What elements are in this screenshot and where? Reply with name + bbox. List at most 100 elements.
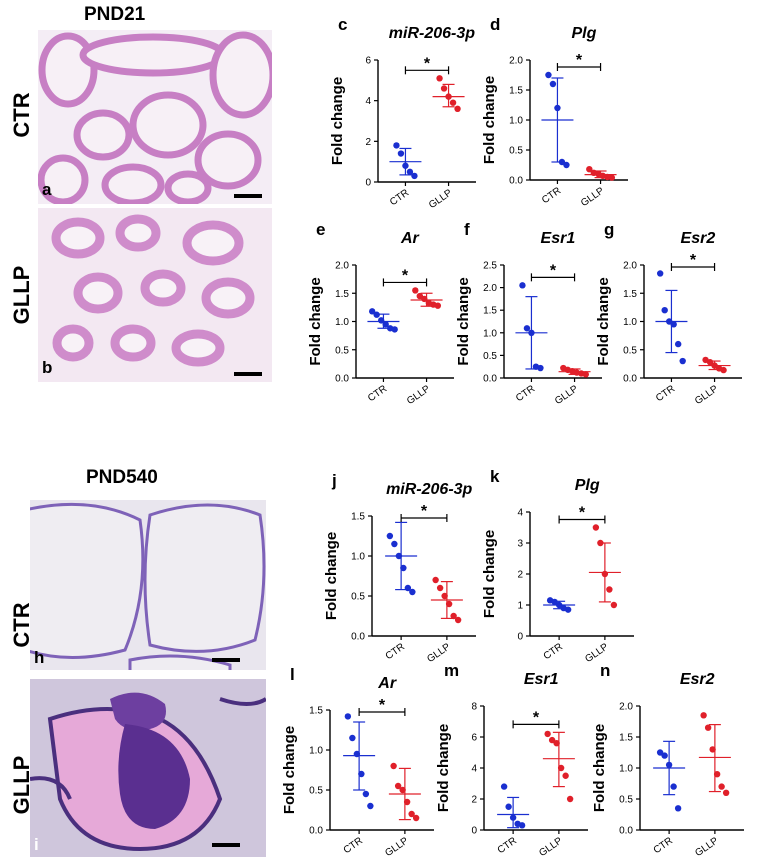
chart-d-xtick-label-0: CTR <box>540 185 563 206</box>
chart-c-point-0-1 <box>397 150 405 157</box>
chart-c-xtick-label-0: CTR <box>388 187 411 208</box>
chart-d-point-0-1 <box>549 80 557 88</box>
chart-j-point-1-4 <box>450 612 457 620</box>
chart-g-ytick-label-4: 2.0 <box>623 261 637 272</box>
chart-n-ytick-label-1: 0.5 <box>619 795 633 806</box>
section-title-pnd21: PND21 <box>84 4 146 25</box>
chart-c-ytick-label-3: 6 <box>365 56 371 67</box>
chart-g-point-1-1 <box>706 358 714 366</box>
chart-c-point-0-4 <box>411 172 418 180</box>
chart-n-title: Esr2 <box>680 671 715 688</box>
chart-g-point-0-3 <box>670 321 677 328</box>
chart-j-point-1-5 <box>454 616 462 624</box>
chart-j-point-1-2 <box>441 592 448 600</box>
chart-n-point-0-1 <box>661 752 668 759</box>
chart-f-point-0-1 <box>523 325 531 332</box>
chart-m-ytick-label-4: 8 <box>471 702 477 713</box>
chart-c-xtick-label-1: GLLP <box>427 187 455 211</box>
chart-e-point-0-3 <box>382 321 389 328</box>
histology-ctr-pnd21-drawing <box>38 31 272 204</box>
chart-l-point-0-3 <box>358 770 365 778</box>
chart-j-sig-star: * <box>421 503 428 520</box>
section-title-pnd540: PND540 <box>86 467 158 488</box>
chart-e-point-0-5 <box>391 326 398 333</box>
chart-n-point-1-3 <box>713 771 721 778</box>
chart-c-ytick-label-0: 0 <box>365 178 371 189</box>
chart-c-title: miR-206-3p <box>389 25 475 42</box>
chart-l-ytick-label-0: 0.0 <box>309 826 323 837</box>
chart-c-point-1-3 <box>449 99 457 106</box>
chart-g-ylabel: Fold change <box>595 277 612 365</box>
chart-d-title: Plg <box>571 25 596 42</box>
chart-l-point-1-3 <box>403 798 411 806</box>
chart-e-point-0-2 <box>377 317 385 324</box>
chart-c-sig-star: * <box>424 55 431 72</box>
chart-l-ytick-label-3: 1.5 <box>309 706 323 717</box>
chart-c-point-1-2 <box>445 93 452 100</box>
chart-d-ytick-label-2: 1.0 <box>509 116 523 127</box>
chart-n-xtick-label-0: CTR <box>652 835 675 856</box>
chart-n-point-1-1 <box>704 724 712 731</box>
chart-n-ytick-label-0: 0.0 <box>619 826 633 837</box>
chart-d-ylabel: Fold change <box>481 76 498 164</box>
chart-l-sig-star: * <box>379 697 386 714</box>
chart-f-ylabel: Fold change <box>455 277 472 365</box>
chart-j-xtick-label-0: CTR <box>384 641 407 662</box>
chart-k-ytick-label-4: 4 <box>517 508 523 519</box>
chart-m-letter: m <box>444 661 459 680</box>
chart-j-point-0-0 <box>386 532 394 540</box>
panel-letter-h: h <box>34 648 45 667</box>
chart-k-ylabel: Fold change <box>481 530 498 618</box>
chart-j-ytick-label-1: 0.5 <box>351 592 365 603</box>
chart-e-xtick-label-1: GLLP <box>405 383 433 407</box>
chart-m-point-0-0 <box>500 783 508 790</box>
histology-ctr-pnd540-drawing <box>30 502 266 670</box>
chart-m-ytick-label-3: 6 <box>471 733 477 744</box>
chart-f-sig-star: * <box>550 262 557 279</box>
chart-k-point-1-4 <box>610 601 618 609</box>
chart-l-ylabel: Fold change <box>281 726 298 814</box>
chart-d-point-0-3 <box>558 158 566 166</box>
chart-f-letter: f <box>464 220 470 239</box>
chart-n-point-0-2 <box>665 761 673 769</box>
chart-g-sig-star: * <box>690 252 697 269</box>
chart-e-point-0-0 <box>368 308 376 315</box>
chart-n-point-1-0 <box>700 712 707 719</box>
chart-c-ytick-label-1: 2 <box>365 137 371 148</box>
chart-m-point-0-1 <box>505 803 512 810</box>
chart-g-title: Esr2 <box>681 230 716 247</box>
chart-n-ylabel: Fold change <box>591 724 608 812</box>
chart-g-xtick-label-1: GLLP <box>693 383 721 407</box>
chart-m-point-0-2 <box>509 814 517 821</box>
histology-image-b: b <box>38 208 272 382</box>
chart-e-ytick-label-4: 2.0 <box>335 261 349 272</box>
chart-d-xtick-label-1: GLLP <box>579 185 607 209</box>
chart-j-letter: j <box>331 471 337 490</box>
chart-m-xtick-label-1: GLLP <box>537 835 565 859</box>
chart-m-ytick-label-0: 0 <box>471 826 477 837</box>
chart-g-point-0-1 <box>661 307 668 314</box>
chart-f-point-0-4 <box>537 364 544 372</box>
chart-k-title: Plg <box>575 477 600 494</box>
panel-letter-a: a <box>42 180 52 199</box>
chart-l-point-1-1 <box>394 782 402 790</box>
chart-k-point-0-1 <box>551 598 558 606</box>
chart-k-sig-star: * <box>579 505 586 522</box>
chart-c-point-1-1 <box>440 85 448 92</box>
scale-bar-i <box>212 843 240 847</box>
chart-m-sig-star: * <box>533 709 540 726</box>
chart-d-ytick-label-1: 0.5 <box>509 146 523 157</box>
scale-bar-b <box>234 372 262 376</box>
chart-j-point-1-0 <box>432 576 439 584</box>
chart-j-ytick-label-2: 1.0 <box>351 552 365 563</box>
chart-d-ytick-label-4: 2.0 <box>509 56 523 67</box>
chart-m-ylabel: Fold change <box>435 724 452 812</box>
chart-k-ytick-label-0: 0 <box>517 632 523 643</box>
chart-l-point-1-2 <box>399 786 406 794</box>
chart-j-title: miR-206-3p <box>386 481 472 498</box>
chart-c-point-0-2 <box>402 162 409 169</box>
chart-k-point-1-0 <box>592 524 600 531</box>
chart-g-ytick-label-1: 0.5 <box>623 345 637 356</box>
histology-image-i: i <box>30 679 266 857</box>
chart-c-ytick-label-2: 4 <box>365 96 371 107</box>
